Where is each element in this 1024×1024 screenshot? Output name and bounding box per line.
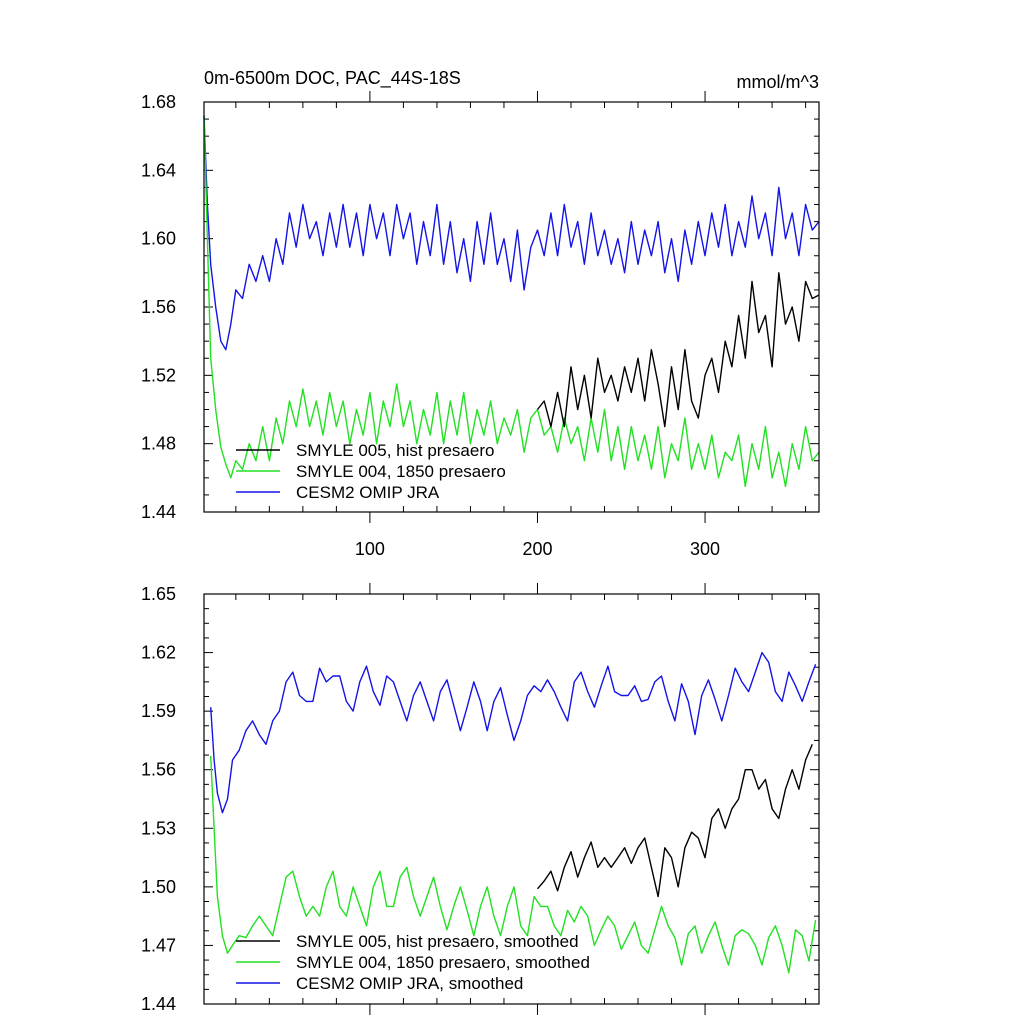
y-tick-label: 1.59 (141, 701, 176, 721)
y-tick-label: 1.60 (141, 229, 176, 249)
y-tick-label: 1.52 (141, 365, 176, 385)
top-panel-axes: 1.44 1.48 1.52 1.56 1.60 1.64 1.68 100 200 300 (141, 91, 819, 559)
series-line-2 (210, 651, 817, 814)
y-tick-label: 1.62 (141, 643, 176, 663)
legend-label-cesm2: CESM2 OMIP JRA (296, 483, 440, 502)
y-tick-label: 1.68 (141, 92, 176, 112)
legend-label-smyle-004-smoothed: SMYLE 004, 1850 presaero, smoothed (296, 953, 590, 972)
top-panel-legend: SMYLE 005, hist presaero SMYLE 004, 1850… (236, 441, 506, 502)
bottom-panel-legend: SMYLE 005, hist presaero, smoothed SMYLE… (236, 932, 590, 993)
x-tick-label: 200 (522, 539, 552, 559)
series-line-1 (210, 755, 817, 974)
y-tick-label: 1.50 (141, 877, 176, 897)
bottom-panel-axes: 1.44 1.47 1.50 1.53 1.56 1.59 1.62 1.65 (141, 583, 819, 1015)
series-line-0 (536, 272, 820, 428)
legend-label-smyle-005: SMYLE 005, hist presaero (296, 441, 494, 460)
y-tick-label: 1.44 (141, 502, 176, 522)
y-tick-label: 1.53 (141, 818, 176, 838)
top-panel-frame (203, 101, 820, 513)
bottom-panel-series (210, 651, 817, 974)
y-tick-label: 1.64 (141, 160, 176, 180)
x-tick-label: 300 (690, 539, 720, 559)
y-tick-label: 1.47 (141, 935, 176, 955)
series-line-2 (203, 115, 820, 351)
top-panel: 0m-6500m DOC, PAC_44S-18S mmol/m^3 1.441… (141, 68, 820, 559)
bottom-panel-frame (203, 593, 820, 1005)
legend-label-smyle-004: SMYLE 004, 1850 presaero (296, 462, 506, 481)
bottom-panel: 1.44 1.47 1.50 1.53 1.56 1.59 1.62 1.65 SMYLE 0… (141, 583, 820, 1015)
legend-label-smyle-005-smoothed: SMYLE 005, hist presaero, smoothed (296, 932, 579, 951)
top-panel-units: mmol/m^3 (737, 72, 819, 92)
y-tick-label: 1.65 (141, 584, 176, 604)
series-line-0 (536, 744, 813, 898)
legend-label-cesm2-smoothed: CESM2 OMIP JRA, smoothed (296, 974, 523, 993)
x-tick-label: 100 (355, 539, 385, 559)
top-panel-title: 0m-6500m DOC, PAC_44S-18S (204, 68, 461, 89)
top-panel-series (203, 115, 820, 488)
y-tick-label: 1.56 (141, 297, 176, 317)
y-tick-label: 1.48 (141, 434, 176, 454)
series-line-1 (203, 115, 820, 488)
y-tick-label: 1.56 (141, 760, 176, 780)
y-tick-label: 1.44 (141, 994, 176, 1014)
